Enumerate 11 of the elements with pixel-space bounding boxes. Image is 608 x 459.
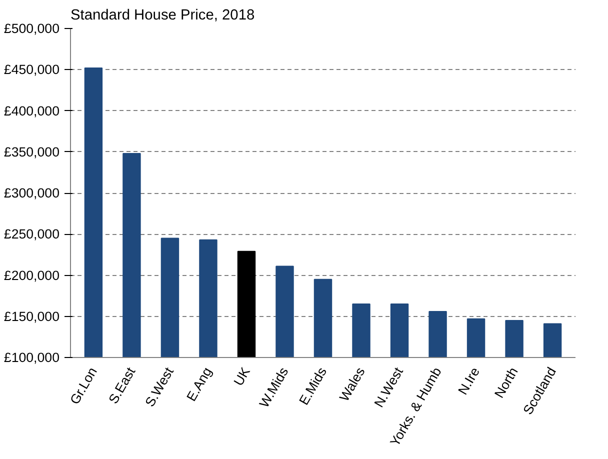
y-tick-label: £450,000: [4, 62, 60, 78]
x-tick-label: UK: [230, 364, 254, 388]
y-tick-label: £300,000: [4, 186, 60, 200]
y-tick-label: £350,000: [4, 144, 60, 160]
chart-title: Standard House Price, 2018: [70, 8, 255, 24]
y-tick-label: £500,000: [4, 21, 60, 36]
y-tick-label: £100,000: [4, 350, 60, 365]
y-tick-label: £150,000: [4, 308, 60, 324]
y-tick-label: £200,000: [4, 268, 60, 283]
y-tick-label: £250,000: [4, 226, 60, 242]
y-tick-label: £400,000: [4, 103, 60, 118]
